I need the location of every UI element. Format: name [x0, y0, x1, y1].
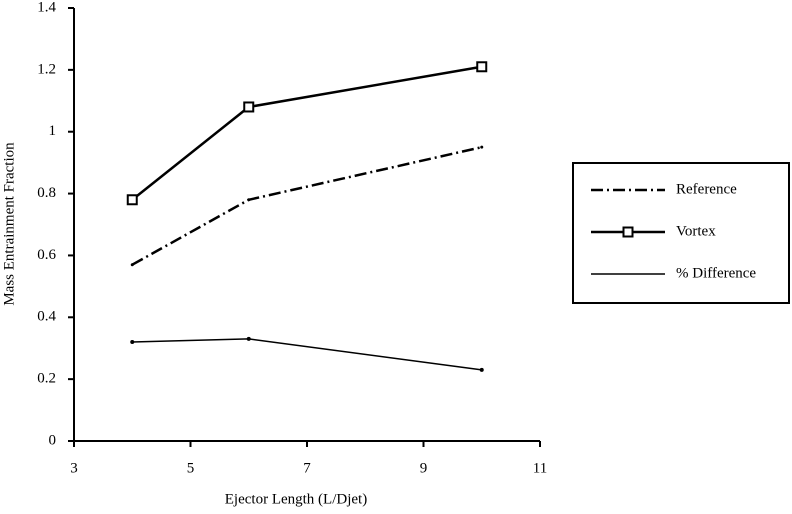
legend-marker — [622, 226, 634, 238]
y-tick-label: 0.2 — [37, 371, 56, 387]
y-tick-label: 1 — [49, 123, 57, 139]
series-line — [132, 338, 482, 371]
y-axis-label: Mass Entrainment Fraction — [1, 142, 17, 306]
marker — [126, 194, 138, 206]
y-tick-label: 0.6 — [37, 247, 56, 263]
x-tick-label: 5 — [187, 460, 195, 476]
marker — [480, 145, 484, 149]
marker — [476, 61, 488, 73]
marker — [243, 101, 255, 113]
y-tick-label: 0.4 — [37, 309, 56, 325]
series-line — [131, 145, 483, 266]
marker — [130, 340, 135, 345]
x-tick-label: 3 — [70, 460, 78, 476]
y-tick-label: 1.4 — [37, 0, 56, 15]
x-tick-label: 7 — [303, 460, 311, 476]
legend-label: Vortex — [676, 223, 716, 239]
legend-label: % Difference — [676, 265, 756, 281]
x-axis-label: Ejector Length (L/Djet) — [225, 491, 367, 507]
marker — [479, 367, 484, 372]
marker — [130, 263, 134, 267]
series-line — [131, 65, 482, 201]
y-tick-label: 1.2 — [37, 61, 56, 77]
y-tick-label: 0.8 — [37, 185, 56, 201]
marker — [247, 198, 251, 202]
marker — [246, 336, 251, 341]
legend-label: Reference — [676, 181, 737, 197]
y-tick-label: 0 — [49, 432, 57, 448]
x-tick-label: 11 — [533, 460, 547, 476]
x-tick-label: 9 — [420, 460, 428, 476]
